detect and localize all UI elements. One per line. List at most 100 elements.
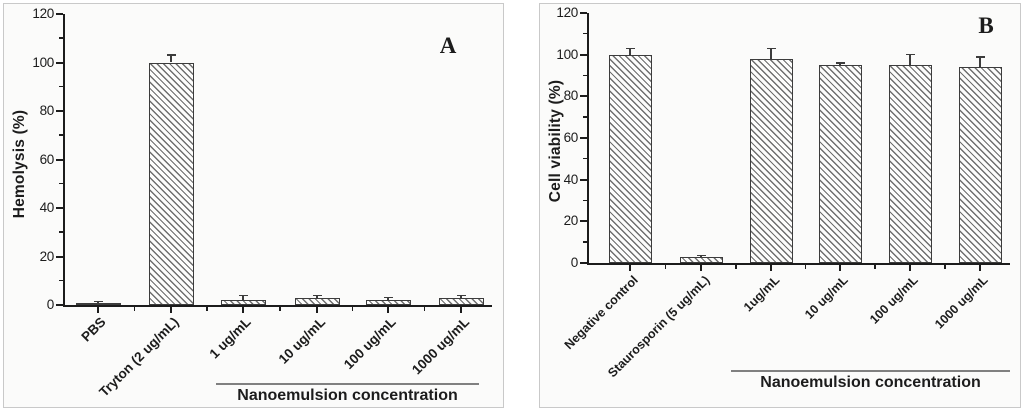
x-major-tick [170,307,172,313]
error-bar-line [316,295,318,298]
y-major-tick [580,12,587,14]
x-major-tick [979,265,981,271]
x-major-tick [387,307,389,313]
y-major-tick [580,262,587,264]
bar [365,300,411,305]
x-major-tick [770,265,772,271]
y-minor-tick [59,231,63,233]
x-tick-label: PBS [78,314,109,345]
group-axis-label: Nanoemulsion concentration [760,374,981,391]
error-bar-cap [166,54,176,56]
x-tick-label: Tryton (2 ug/mL) [96,314,182,400]
bar [608,54,652,263]
y-tick-label: 0 [46,297,55,312]
y-minor-tick [59,37,63,39]
y-minor-tick [59,134,63,136]
x-major-tick [629,265,631,271]
error-bar-line [770,48,772,59]
x-tick-label: Negative control [561,273,641,353]
x-major-tick [242,307,244,313]
y-major-tick [580,95,587,98]
bar [220,300,266,305]
y-tick-label: 60 [563,130,579,145]
error-bar-cap [383,296,393,299]
y-minor-tick [583,199,587,201]
error-bar-cap [93,300,103,303]
error-bar-cap [766,47,776,50]
x-axis-line [587,263,1010,265]
group-axis-label: Nanoemulsion concentration [237,387,458,404]
x-minor-tick [804,265,807,269]
x-major-tick [839,265,841,271]
y-major-tick [56,158,63,161]
error-bar-cap [456,294,466,297]
x-minor-tick [279,307,281,311]
x-minor-tick [206,307,208,311]
y-major-tick [56,304,63,306]
bar [888,65,932,263]
error-bar-cap [835,62,845,64]
y-minor-tick [59,85,63,88]
group-underline [216,383,479,385]
y-tick-label: 20 [563,213,579,229]
bar [679,256,723,263]
error-bar-cap [312,294,322,297]
error-bar-line [170,55,172,63]
x-tick-label: 1000 ug/mL [408,314,472,378]
error-bar-line [909,54,911,66]
x-axis-line [63,305,492,307]
error-bar-line [979,56,981,68]
x-tick-label: 1ug/mL [740,273,782,315]
y-tick-label: 120 [556,4,578,20]
x-minor-tick [874,265,876,269]
error-bar-cap [905,53,915,56]
y-tick-label: 60 [39,151,55,167]
panel-letter: A [439,33,457,58]
x-major-tick [460,307,462,313]
y-minor-tick [583,32,587,35]
error-bar-line [629,48,631,55]
y-major-tick [580,178,587,181]
error-bar-cap [696,254,706,257]
x-tick-label: 10 ug/mL [275,314,328,367]
error-bar-line [839,63,841,66]
error-bar-cap [625,47,635,50]
y-tick-label: 20 [39,248,55,264]
x-minor-tick [133,307,136,311]
x-tick-label: 100 ug/mL [341,314,399,373]
error-bar-line [387,297,389,301]
y-major-tick [580,137,587,139]
panel-letter: B [978,13,994,38]
bar [438,297,484,305]
y-tick-label: 100 [32,54,54,70]
x-minor-tick [664,265,667,269]
x-minor-tick [944,265,946,269]
error-bar-cap [975,56,985,58]
error-bar-line [242,295,244,301]
bar [958,67,1002,263]
y-tick-label: 80 [563,88,579,104]
x-tick-label: 100 ug/mL [867,273,921,327]
y-major-tick [580,220,587,223]
error-bar-cap [238,294,248,297]
x-tick-label: 1 ug/mL [206,314,254,362]
y-axis-line [587,13,589,265]
y-minor-tick [583,74,587,76]
y-minor-tick [59,182,63,185]
bar [148,62,194,305]
x-tick-label: 1000 ug/mL [932,273,991,332]
panel-hemolysis: Hemolysis (%) A Nanoemulsion concentrati… [3,3,504,408]
y-major-tick [56,110,63,112]
y-major-tick [56,207,63,209]
x-tick-label: 10 ug/mL [802,273,851,322]
bar [818,65,862,263]
x-major-tick [97,307,99,313]
x-major-tick [316,307,318,313]
y-major-tick [56,255,63,258]
x-minor-tick [423,307,426,311]
x-minor-tick [351,307,354,311]
y-major-tick [580,53,587,56]
y-minor-tick [583,241,587,243]
panel-cell-viability: Cell viability (%) B Nanoemulsion concen… [539,3,1021,408]
